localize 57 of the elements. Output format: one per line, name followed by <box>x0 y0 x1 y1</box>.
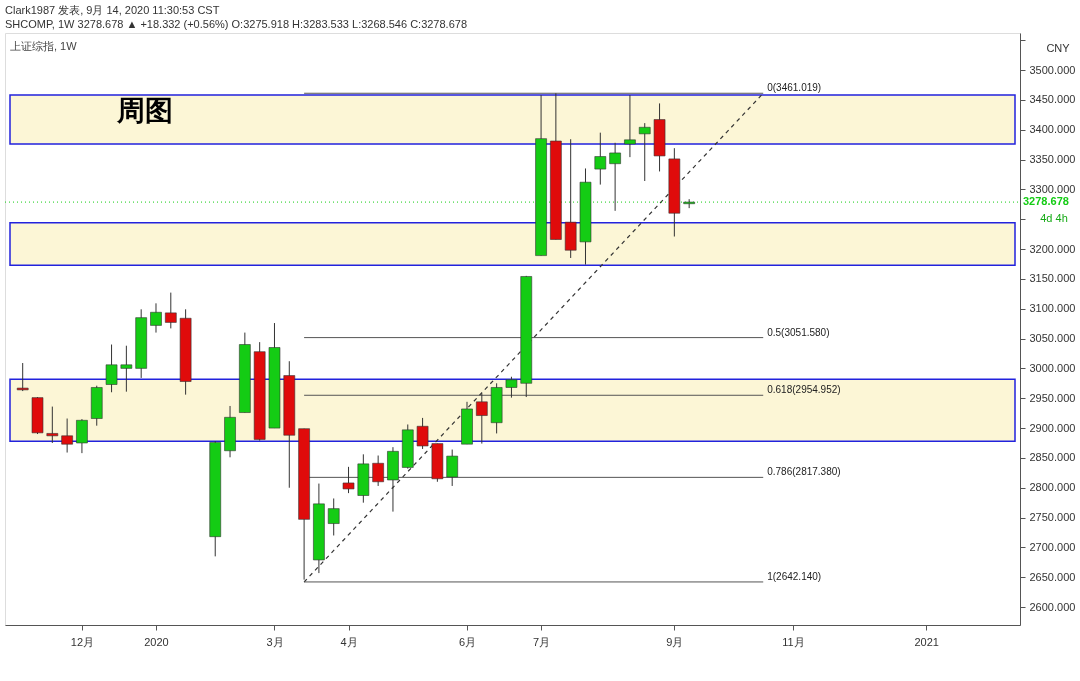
candlestick <box>150 302 162 334</box>
candlestick <box>327 497 340 536</box>
y-tick-label: 2900.000 <box>1029 421 1076 434</box>
candlestick <box>105 344 118 393</box>
candlestick <box>505 376 518 399</box>
ref-line-label: 3278.678 <box>1023 195 1069 208</box>
y-tick-label: 2600.000 <box>1029 600 1076 613</box>
y-tick-label: 2850.000 <box>1029 451 1076 464</box>
x-tick-label: 11月 <box>782 635 805 648</box>
x-tick-label: 7月 <box>533 635 551 648</box>
ref-line-label: 0.618(2954.952) <box>767 384 841 396</box>
x-tick-label: 2020 <box>144 635 169 648</box>
y-tick-label: 3200.000 <box>1029 242 1076 255</box>
candlestick <box>165 292 177 329</box>
y-tick-label: 2950.000 <box>1029 391 1076 404</box>
x-tick-label: 6月 <box>458 635 477 648</box>
x-tick-label: 2021 <box>914 635 939 648</box>
x-tick-label: 9月 <box>666 635 684 648</box>
y-tick-label: 2800.000 <box>1029 481 1076 494</box>
candlestick <box>61 418 73 454</box>
candlestick <box>416 417 429 450</box>
y-tick-label: 2750.000 <box>1029 511 1076 524</box>
text: SHCOMP, 1W 3278.678 ▲ +18.332 (+0.56%) O:3275.918 H:3283.533 L:3268.546 C:3278.678 <box>5 18 468 30</box>
candlestick <box>120 345 133 393</box>
y-tick-label: 3350.000 <box>1029 153 1076 166</box>
ref-line-label: 0.786(2817.380) <box>767 466 841 478</box>
text: Clark1987 发表, 9月 14, 2020 11:30:53 CST <box>5 4 220 16</box>
y-tick-label: 3300.000 <box>1029 182 1076 195</box>
y-tick-label: 2700.000 <box>1029 540 1076 553</box>
y-tick-label: 3450.000 <box>1029 93 1076 106</box>
x-tick-label: 3月 <box>266 635 284 648</box>
y-tick-label: 3500.000 <box>1029 63 1076 76</box>
x-tick-label: 12月 <box>70 635 95 648</box>
candlestick <box>46 406 59 444</box>
candlestick <box>594 132 607 186</box>
annotation: 上证综指, 1W <box>10 40 78 52</box>
text: CNY <box>1046 42 1071 54</box>
y-tick-label: 3100.000 <box>1029 302 1076 315</box>
candlestick <box>16 362 29 392</box>
y-tick-label: 3400.000 <box>1029 123 1076 136</box>
candlestick <box>446 449 458 487</box>
candlestick <box>638 122 651 182</box>
y-tick-label: 2650.000 <box>1029 570 1076 583</box>
candlestick <box>624 94 636 158</box>
y-tick-label: 3000.000 <box>1029 361 1076 374</box>
candlestick <box>342 466 355 494</box>
candlestick <box>76 418 88 454</box>
text: 周图 <box>116 95 173 126</box>
candlestick <box>372 455 384 487</box>
text: 4d 4h <box>1040 212 1068 224</box>
ref-line-label: 0.5(3051.580) <box>767 326 830 338</box>
x-tick-label: 4月 <box>340 635 358 648</box>
y-tick-label: 3150.000 <box>1029 272 1076 285</box>
candlestick <box>476 392 488 445</box>
y-tick-label: 3050.000 <box>1029 332 1076 345</box>
ref-line-label: 1(2642.140) <box>767 570 822 582</box>
ref-line-label: 0(3461.019) <box>767 82 822 94</box>
